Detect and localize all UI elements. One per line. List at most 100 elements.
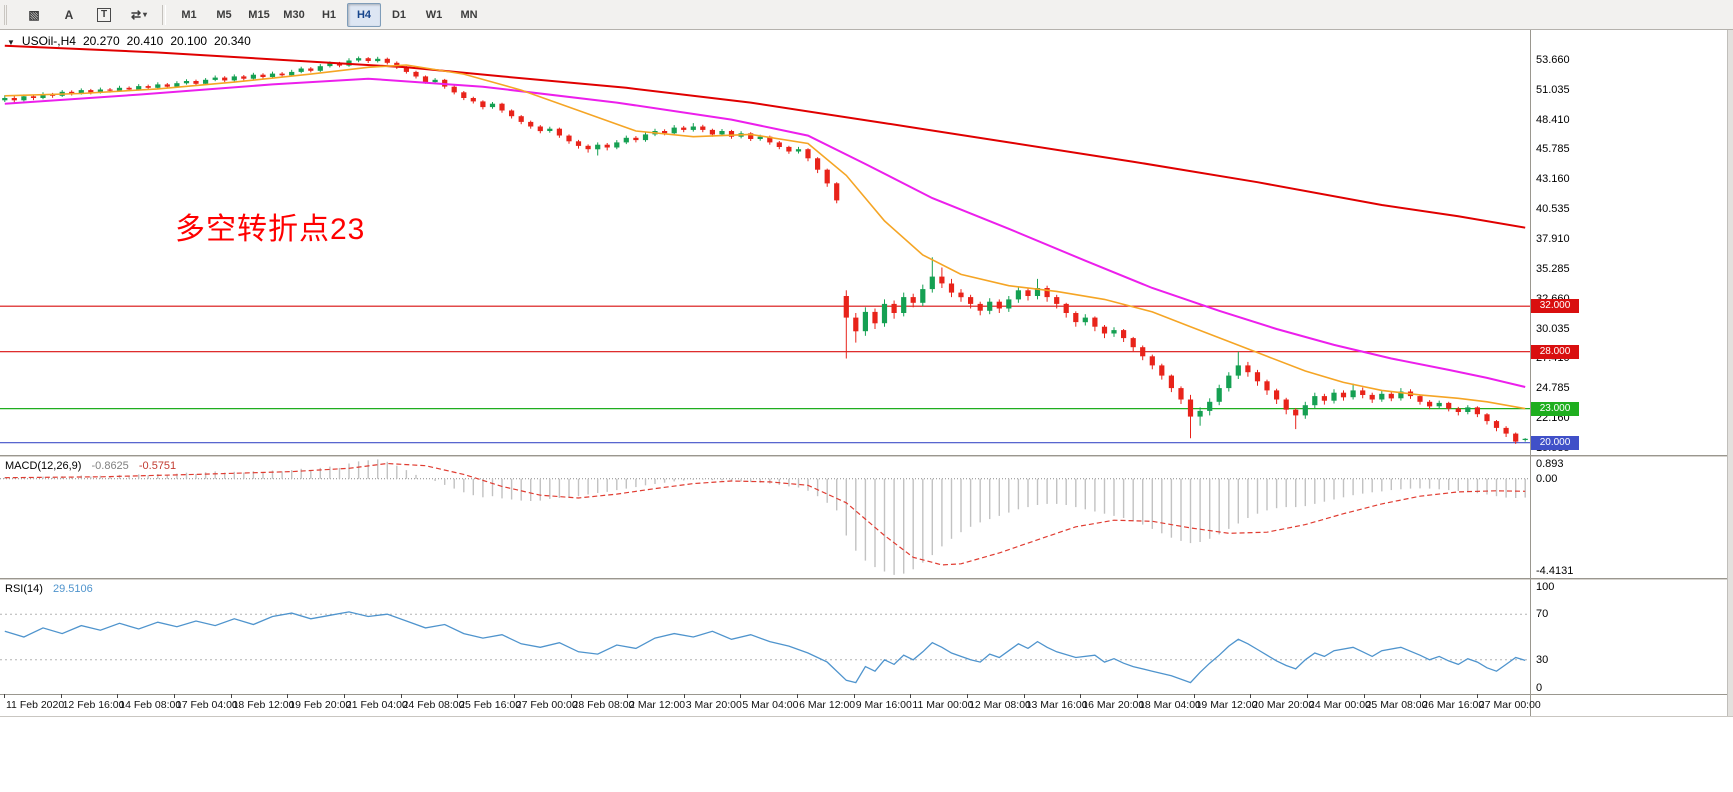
candle-body — [1245, 365, 1251, 373]
candle-body — [1168, 375, 1174, 389]
candle-body — [595, 144, 601, 150]
price-tag-23.000[interactable]: 23.000 — [1531, 401, 1579, 416]
candle-body — [21, 96, 27, 101]
time-axis-tick — [513, 694, 515, 698]
candle-body — [1264, 381, 1270, 391]
candle-body — [1226, 375, 1232, 389]
time-axis-tick — [910, 694, 912, 698]
time-axis-label: 24 Mar 00:00 — [1309, 699, 1371, 711]
timeframe-button-M30[interactable]: M30 — [283, 8, 305, 21]
candle-body — [164, 84, 170, 87]
price-axis-label: 53.660 — [1536, 53, 1570, 66]
time-axis-tick — [287, 694, 289, 698]
candle-body — [1283, 399, 1289, 410]
timeframe-button-H1[interactable]: H1 — [321, 8, 337, 21]
time-axis-label: 27 Feb 00:00 — [515, 699, 578, 711]
time-axis-tick — [1476, 694, 1478, 698]
timeframes-toolbar: M1 M5 M15 M30 H1 H4 D1 W1 MN — [172, 2, 486, 27]
candle-body — [719, 131, 725, 135]
candle-body — [795, 149, 802, 152]
macd-plot[interactable] — [0, 457, 1530, 578]
candle-body — [1054, 297, 1060, 304]
candle-body — [298, 68, 304, 72]
candle-body — [279, 73, 285, 76]
candle-body — [212, 77, 218, 80]
arrows-dropdown-icon[interactable]: ⇄ ▾ — [130, 7, 148, 22]
candle-body — [1101, 326, 1108, 334]
main-price-plot[interactable] — [0, 30, 1530, 455]
candle-body — [709, 129, 715, 135]
ohlc-high: 20.410 — [126, 34, 164, 48]
panel-divider-main-macd[interactable] — [0, 455, 1733, 457]
candle-body — [1321, 396, 1327, 401]
candle-body — [1427, 401, 1433, 407]
toolbar-grip[interactable] — [4, 4, 12, 25]
candle-body — [786, 146, 792, 152]
insert-label-icon[interactable]: T — [87, 3, 121, 27]
insert-text-icon[interactable]: A — [64, 7, 74, 22]
candle-body — [1465, 407, 1471, 412]
candle-body — [308, 68, 314, 71]
candle-body — [671, 127, 677, 134]
candle-body — [136, 86, 142, 90]
timeframe-button-W1[interactable]: W1 — [425, 8, 443, 21]
timeframe-button-M1[interactable]: M1 — [181, 8, 197, 21]
macd-axis-label: 0.00 — [1536, 472, 1558, 485]
candle-body — [776, 142, 782, 147]
candle-body — [690, 126, 696, 130]
time-axis-tick — [967, 694, 968, 698]
time-axis-tick — [4, 694, 5, 698]
timeframe-button-D1[interactable]: D1 — [391, 8, 407, 21]
candle-body — [1092, 317, 1098, 327]
timeframe-button-M5[interactable]: M5 — [216, 8, 232, 21]
price-tag-20.000[interactable]: 20.000 — [1531, 435, 1579, 450]
rsi-plot[interactable] — [0, 580, 1530, 694]
candle-body — [881, 303, 888, 324]
candle-body — [1522, 438, 1528, 440]
timeframe-button-MN[interactable]: MN — [460, 8, 478, 21]
price-axis-label: 40.535 — [1536, 203, 1570, 216]
candle-body — [1293, 409, 1299, 416]
candle-body — [461, 92, 467, 98]
vertical-scrollbar[interactable] — [1727, 30, 1733, 716]
time-axis-label: 20 Mar 20:00 — [1252, 699, 1315, 711]
panel-divider-macd-rsi[interactable] — [0, 578, 1733, 580]
macd-signal-line — [4, 462, 1526, 566]
timeframe-button-H4[interactable]: H4 — [347, 2, 381, 27]
time-axis-tick — [343, 694, 345, 698]
timeframe-button-M15[interactable]: M15 — [248, 8, 270, 21]
rsi-indicator-label: RSI(14) 29.5106 — [5, 583, 93, 595]
dropdown-caret-icon: ▾ — [143, 10, 148, 19]
price-tag-28.000[interactable]: 28.000 — [1531, 344, 1579, 359]
time-axis-tick — [1193, 694, 1195, 698]
time-axis-label: 24 Feb 08:00 — [402, 699, 465, 711]
collapse-triangle-icon[interactable]: ▼ — [7, 38, 15, 47]
candle-body — [403, 67, 409, 72]
candle-body — [97, 89, 103, 93]
candle-body — [183, 81, 190, 84]
toolbar: ▧ A T ⇄ ▾ M1 M5 M15 M30 H1 H4 D1 W1 MN — [0, 0, 1733, 30]
candle-body — [1025, 290, 1031, 296]
candle-body — [470, 98, 476, 102]
time-axis-label: 16 Mar 20:00 — [1082, 699, 1145, 711]
candle-body — [422, 76, 429, 83]
chart-annotation-text[interactable]: 多空转折点23 — [175, 213, 366, 246]
price-axis-label: 45.785 — [1536, 143, 1570, 156]
time-axis-tick — [627, 694, 629, 698]
candle-body — [241, 76, 247, 79]
candle-body — [1063, 303, 1069, 313]
macd-axis-label: 0.893 — [1536, 458, 1564, 470]
candle-body — [556, 128, 562, 136]
time-axis-label: 19 Feb 20:00 — [289, 699, 352, 711]
shapes-icon[interactable]: ▧ — [28, 7, 40, 22]
candle-body — [1130, 338, 1136, 348]
price-tag-32.000[interactable]: 32.000 — [1531, 299, 1579, 314]
candle-body — [203, 79, 209, 84]
time-axis-label: 27 Mar 00:00 — [1478, 699, 1541, 711]
candle-body — [174, 83, 180, 87]
candle-body — [920, 289, 926, 303]
candle-body — [901, 297, 907, 313]
price-axis-label: 48.410 — [1536, 113, 1570, 126]
time-axis-tick — [60, 694, 62, 698]
candle-body — [547, 128, 553, 131]
